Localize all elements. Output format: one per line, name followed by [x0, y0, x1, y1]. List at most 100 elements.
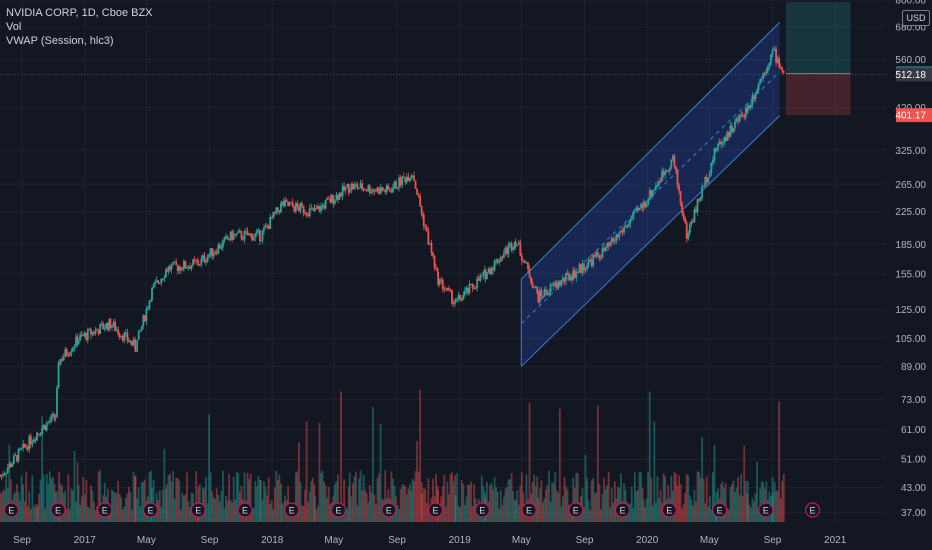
earnings-marker[interactable]: E	[381, 502, 397, 518]
earnings-marker[interactable]: E	[330, 502, 347, 518]
candle-body	[8, 463, 11, 468]
volume-bar	[346, 507, 349, 522]
earnings-marker[interactable]: E	[568, 502, 584, 518]
volume-bar	[779, 498, 782, 522]
candle-body	[781, 68, 784, 72]
earnings-marker[interactable]: E	[3, 502, 19, 518]
candle-body	[782, 71, 785, 73]
candle-body	[490, 268, 493, 275]
candle-body	[163, 277, 166, 279]
earnings-marker[interactable]: E	[474, 502, 490, 518]
time-axis[interactable]: Sep 2017 May Sep 2018 May Sep 2019 May Sep 2020 May…	[0, 528, 932, 550]
candle-body	[775, 48, 777, 63]
candle-body	[405, 176, 408, 183]
earnings-marker[interactable]: E	[237, 502, 253, 518]
candle-body	[94, 329, 97, 334]
volume-bar	[70, 488, 73, 522]
earnings-marker[interactable]: E	[142, 502, 159, 518]
volume-bar	[3, 490, 6, 522]
earnings-marker[interactable]: E	[521, 502, 537, 518]
volume-bar	[167, 475, 170, 522]
candle-body	[347, 184, 350, 193]
candle-body	[417, 194, 420, 197]
candle-body	[272, 212, 275, 219]
candle-body	[134, 349, 137, 352]
volume-bar	[558, 408, 561, 522]
volume-bar	[282, 502, 285, 522]
candle-body	[344, 187, 347, 191]
earnings-marker-circle	[142, 502, 159, 518]
earnings-marker[interactable]: E	[427, 502, 444, 518]
volume-bar	[534, 486, 537, 522]
volume-bar	[140, 482, 143, 522]
price-axis[interactable]: 800.00680.00560.00420.00325.00265.00225.…	[886, 0, 932, 550]
volume-bar	[321, 470, 324, 522]
candle-body	[612, 238, 615, 242]
candle-body	[548, 292, 550, 295]
earnings-marker[interactable]: E	[284, 502, 300, 518]
earnings-marker[interactable]: E	[97, 502, 113, 518]
candle-body	[178, 266, 181, 272]
volume-bar	[562, 496, 564, 522]
candle-body	[123, 333, 126, 341]
candle-body	[720, 141, 723, 145]
volume-bar	[463, 504, 466, 522]
volume-bar	[675, 473, 677, 522]
volume-bar	[681, 508, 683, 522]
earnings-marker-circle	[661, 502, 677, 518]
candle-body	[226, 236, 229, 240]
volume-bar	[410, 491, 413, 522]
candle-body	[653, 189, 656, 191]
volume-bar	[593, 493, 596, 522]
time-axis-tick-label: 2018	[261, 535, 284, 546]
long-position-tool[interactable]	[785, 2, 851, 116]
earnings-marker[interactable]: E	[614, 502, 631, 518]
earnings-marker[interactable]: E	[758, 502, 774, 518]
volume-bar	[16, 484, 18, 522]
volume-bar	[495, 487, 498, 522]
candle-body	[438, 279, 441, 285]
volume-bar	[402, 484, 405, 522]
currency-badge[interactable]: USD	[902, 10, 930, 26]
volume-bar	[702, 478, 705, 522]
candle-body	[105, 323, 108, 329]
volume-bar	[365, 493, 368, 522]
volume-indicator-label[interactable]: Vol	[6, 21, 22, 33]
candle-body	[651, 190, 654, 197]
candle-body	[499, 256, 502, 262]
symbol-title[interactable]: NVIDIA CORP, 1D, Cboe BZX	[6, 7, 153, 19]
earnings-marker-label: E	[479, 506, 485, 516]
earnings-marker[interactable]: E	[190, 502, 206, 518]
volume-bar	[425, 503, 428, 522]
candle-body	[398, 177, 400, 188]
candle-body	[568, 273, 570, 281]
volume-bar	[41, 416, 44, 522]
candle-body	[381, 187, 384, 191]
volume-bar	[178, 480, 181, 522]
earnings-marker-label: E	[147, 506, 153, 516]
candle-body	[167, 266, 170, 272]
volume-bar	[111, 489, 113, 522]
volume-bar	[404, 486, 407, 522]
earnings-marker-circle	[711, 502, 728, 518]
candle-body	[699, 197, 702, 201]
vwap-indicator-label[interactable]: VWAP (Session, hlc3)	[6, 35, 114, 47]
earnings-marker[interactable]: E	[804, 502, 821, 518]
volume-bar	[590, 480, 593, 522]
candle-body	[131, 341, 133, 345]
volume-bar	[97, 471, 100, 522]
volume-bar	[746, 481, 749, 522]
volume-bar	[376, 477, 379, 522]
volume-bar	[452, 481, 455, 522]
earnings-marker[interactable]: E	[661, 502, 677, 518]
earnings-marker[interactable]: E	[711, 502, 728, 518]
candle-body	[474, 288, 477, 290]
candle-body	[3, 474, 6, 476]
candle-body	[320, 205, 322, 212]
candle-body	[294, 203, 297, 212]
volume-bar	[359, 470, 362, 522]
candle-body	[217, 244, 220, 254]
earnings-marker[interactable]: E	[50, 502, 66, 518]
